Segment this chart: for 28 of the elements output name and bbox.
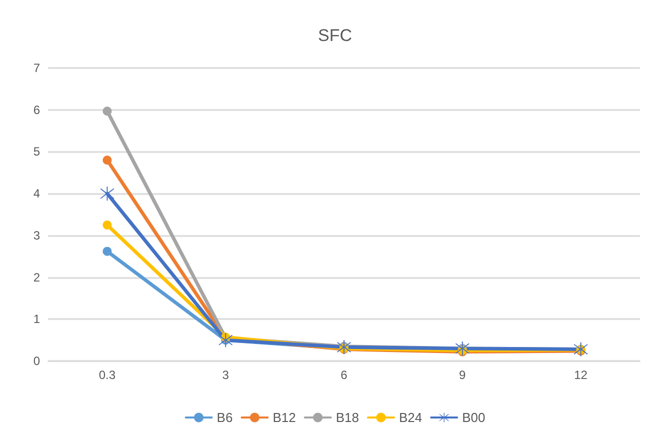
legend-label: B12 — [272, 410, 296, 425]
legend-label: B00 — [462, 410, 486, 425]
point — [102, 156, 112, 165]
y-tick-label: 1 — [33, 312, 40, 326]
point — [102, 220, 112, 230]
legend-label: B18 — [336, 410, 359, 425]
legend-label: B24 — [398, 410, 422, 425]
point — [102, 106, 112, 116]
legend-label: B6 — [216, 410, 233, 425]
y-tick-label: 0 — [33, 354, 40, 368]
point — [100, 186, 114, 201]
point — [455, 341, 470, 356]
y-tick-label: 7 — [33, 61, 40, 75]
point — [218, 333, 233, 348]
y-tick-label: 6 — [33, 102, 40, 117]
x-tick-label: 3 — [222, 368, 230, 382]
x-tick-label: 12 — [574, 368, 588, 382]
y-tick-label: 3 — [33, 228, 40, 242]
y-tick-label: 2 — [33, 270, 40, 284]
point — [337, 340, 351, 354]
point — [102, 246, 112, 256]
x-tick-label: 9 — [459, 368, 466, 382]
chart-title: SFC — [318, 26, 352, 45]
point — [574, 342, 588, 356]
y-tick-label: 5 — [33, 144, 40, 159]
x-tick-label: 0.3 — [98, 368, 116, 382]
y-tick-label: 4 — [33, 186, 40, 201]
x-tick-label: 6 — [340, 368, 348, 382]
